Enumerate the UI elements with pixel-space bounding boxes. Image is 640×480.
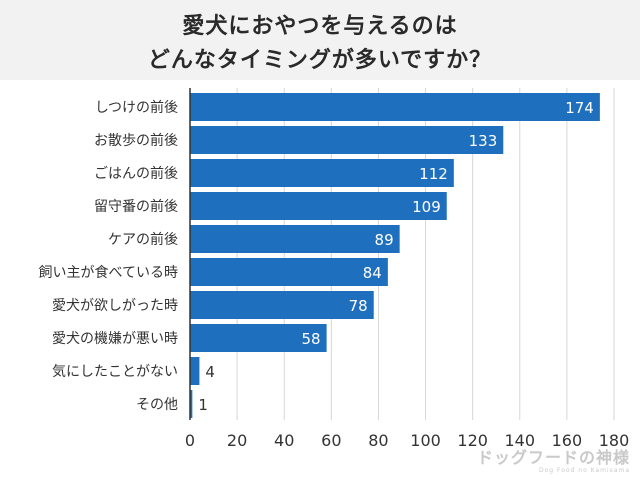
data-label: 4 xyxy=(205,363,215,381)
category-label: 気にしたことがない xyxy=(52,364,178,380)
chart-title-line-1: 愛犬におやつを与えるのは xyxy=(182,14,458,39)
x-tick-label: 40 xyxy=(274,431,294,450)
category-label: 飼い主が食べている時 xyxy=(39,264,178,281)
bar xyxy=(190,192,447,220)
data-label: 112 xyxy=(419,165,448,183)
bar xyxy=(190,126,504,154)
bar-chart: しつけの前後 174 お散歩の前後 133 ごはんの前後 112 留守番の前後 109 ケアの前… xyxy=(39,88,630,450)
bar xyxy=(190,159,454,187)
category-label: ケアの前後 xyxy=(108,231,178,248)
x-tick-label: 160 xyxy=(552,431,583,450)
x-tick-label: 180 xyxy=(599,431,630,450)
title-band: 愛犬におやつを与えるのは どんなタイミングが多いですか？ xyxy=(0,0,640,80)
category-label: その他 xyxy=(136,397,178,413)
category-label: 愛犬が欲しがった時 xyxy=(52,298,178,314)
data-label: 133 xyxy=(469,132,498,150)
bar xyxy=(190,390,193,418)
chart-title-line-2: どんなタイミングが多いですか？ xyxy=(147,48,493,73)
data-label: 89 xyxy=(375,231,394,249)
x-tick-label: 120 xyxy=(457,431,488,450)
data-label: 84 xyxy=(363,264,382,282)
data-label: 174 xyxy=(565,99,594,117)
category-label: 愛犬の機嫌が悪い時 xyxy=(52,331,178,347)
x-tick-label: 20 xyxy=(227,431,247,450)
category-label: ごはんの前後 xyxy=(94,165,178,182)
category-label: お散歩の前後 xyxy=(94,132,178,149)
data-label: 1 xyxy=(198,396,208,414)
x-tick-label: 60 xyxy=(321,431,341,450)
x-tick-label: 100 xyxy=(410,431,441,450)
data-label: 58 xyxy=(302,330,321,348)
brand-logo-subtext: Dog Food no Kamisama xyxy=(538,467,630,474)
bar xyxy=(190,258,388,286)
x-tick-label: 80 xyxy=(368,431,388,450)
bar xyxy=(190,93,600,121)
bar xyxy=(190,291,374,319)
bar xyxy=(190,225,400,253)
brand-logo-text: ドッグフードの神様 xyxy=(476,448,630,467)
bar xyxy=(190,357,200,385)
data-label: 109 xyxy=(412,198,441,216)
x-tick-label: 140 xyxy=(505,431,536,450)
data-label: 78 xyxy=(349,297,368,315)
brand-logo: ドッグフードの神様 Dog Food no Kamisama xyxy=(477,444,630,474)
bar xyxy=(190,324,327,352)
category-label: しつけの前後 xyxy=(95,99,178,116)
x-tick-label: 0 xyxy=(185,431,195,450)
category-label: 留守番の前後 xyxy=(94,198,178,215)
